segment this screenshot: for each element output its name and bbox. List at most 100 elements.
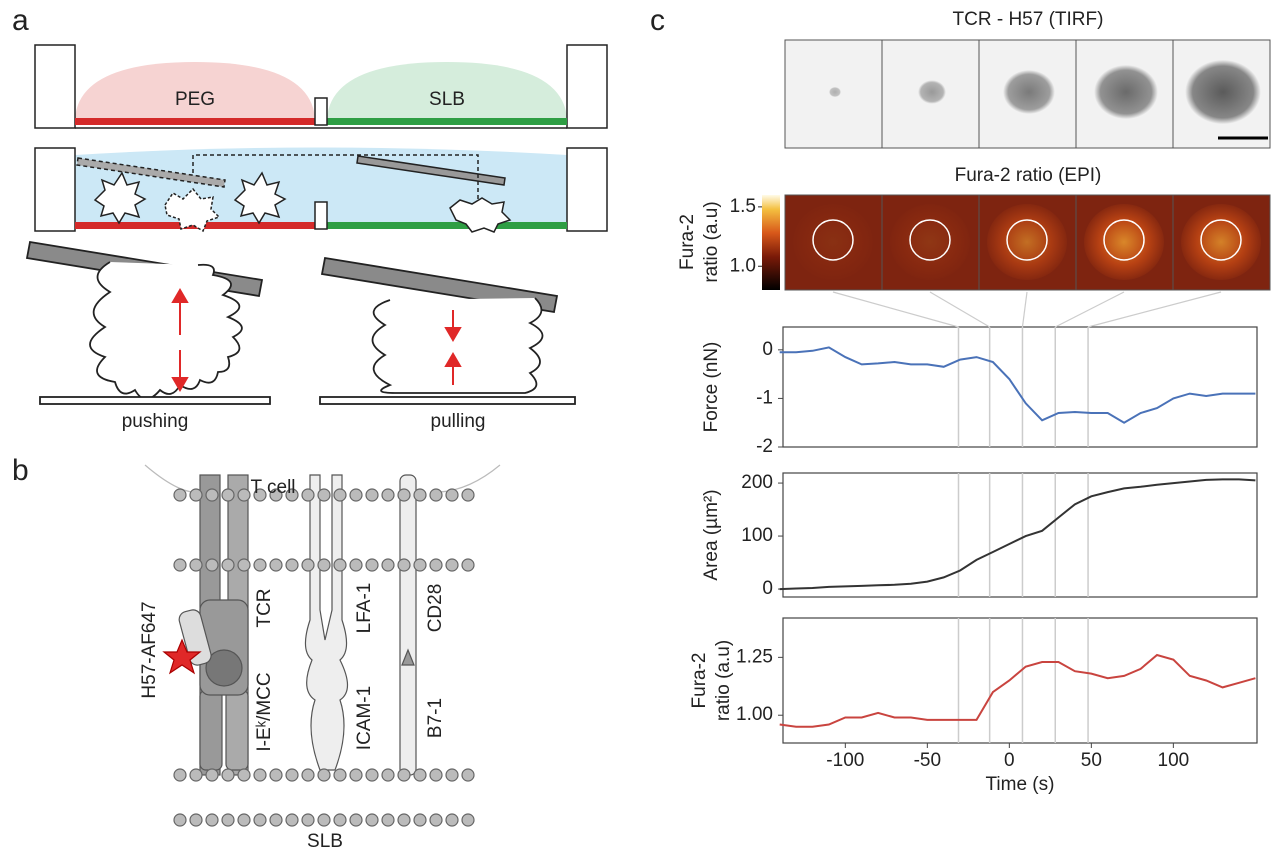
frame-connector <box>1054 291 1125 328</box>
x-axis-label: Time (s) <box>986 774 1055 795</box>
lipid-head <box>173 768 187 782</box>
lipid-head <box>285 813 299 827</box>
x-tick-label: 0 <box>1004 750 1015 771</box>
lipid-head <box>189 768 203 782</box>
t-cell-label: T cell <box>250 477 295 498</box>
tirf-cell <box>1185 59 1261 125</box>
lipid-head <box>301 558 315 572</box>
lipid-head <box>269 488 283 502</box>
lipid-head <box>237 813 251 827</box>
lipid-head <box>205 558 219 572</box>
lipid-head <box>397 813 411 827</box>
pulling-label: pulling <box>431 411 486 432</box>
tirf-cell <box>918 80 946 104</box>
tirf-cell <box>829 86 841 98</box>
lipid-head <box>461 488 475 502</box>
roi-circle <box>1200 219 1242 261</box>
lipid-head <box>429 488 443 502</box>
b7-label: B7-1 <box>425 698 446 738</box>
icam-label: ICAM-1 <box>354 686 375 750</box>
lipid-head <box>237 768 251 782</box>
chamber-bottom <box>34 147 608 233</box>
roi-circle <box>909 219 951 261</box>
lipid-head <box>253 768 267 782</box>
frame-connector <box>929 291 990 328</box>
lipid-head <box>317 768 331 782</box>
lipid-head <box>221 558 235 572</box>
lipid-head <box>221 488 235 502</box>
lipid-head <box>253 488 267 502</box>
panel-label: b <box>12 454 29 487</box>
peg-label: PEG <box>175 89 215 110</box>
lipid-head <box>349 488 363 502</box>
lipid-head <box>429 558 443 572</box>
lipid-head <box>317 488 331 502</box>
lipid-head <box>445 488 459 502</box>
lipid-head <box>445 768 459 782</box>
lipid-head <box>189 488 203 502</box>
lipid-head <box>269 813 283 827</box>
cd28-label: CD28 <box>425 584 446 633</box>
lipid-head <box>381 768 395 782</box>
lipid-head <box>381 488 395 502</box>
colorbar-tick-label: 1.0 <box>730 255 756 276</box>
data-line <box>779 653 1256 728</box>
lipid-head <box>429 768 443 782</box>
lipid-head <box>205 813 219 827</box>
colorbar <box>762 195 780 290</box>
lipid-head <box>237 558 251 572</box>
lipid-head <box>429 813 443 827</box>
frame-connector <box>1087 291 1222 328</box>
lipid-head <box>365 768 379 782</box>
lipid-head <box>317 558 331 572</box>
fura-glow <box>987 204 1067 280</box>
panel-label: c <box>650 4 665 37</box>
lipid-head <box>205 768 219 782</box>
lipid-head <box>317 813 331 827</box>
y-tick-label: 1.00 <box>736 704 773 725</box>
pushing-label: pushing <box>122 411 189 432</box>
lipid-head <box>301 768 315 782</box>
colorbar-label: Fura-2 ratio (a.u) <box>677 201 722 282</box>
image-frames <box>784 39 1271 291</box>
lipid-head <box>221 768 235 782</box>
lipid-head <box>189 813 203 827</box>
frame-connector <box>1021 291 1028 328</box>
lipid-head <box>349 558 363 572</box>
x-tick-label: -100 <box>826 750 864 771</box>
data-line <box>779 478 1256 591</box>
lipid-head <box>173 813 187 827</box>
frame-connector <box>832 291 959 328</box>
lipid-head <box>365 813 379 827</box>
lipid-head <box>445 813 459 827</box>
chamber-top <box>34 44 608 129</box>
lipid-head <box>445 558 459 572</box>
lipid-head <box>461 813 475 827</box>
colorbar-label-line: ratio (a.u) <box>701 201 722 282</box>
cell-diagrams <box>25 240 576 405</box>
lipid-head <box>381 813 395 827</box>
lipid-head <box>397 768 411 782</box>
lipid-head <box>413 558 427 572</box>
h57-label: H57-AF647 <box>139 601 160 698</box>
lipid-head <box>221 813 235 827</box>
y-tick-label: 1.25 <box>736 646 773 667</box>
panel-label: a <box>12 4 29 37</box>
y-tick-label: -1 <box>756 387 773 408</box>
lipid-head <box>173 488 187 502</box>
y-axis-label: Fura-2 <box>689 653 710 709</box>
x-tick-label: 50 <box>1081 750 1102 771</box>
lipid-head <box>413 488 427 502</box>
data-line <box>779 346 1256 424</box>
lipid-head <box>365 558 379 572</box>
fura-glow <box>1084 204 1164 280</box>
x-tick-label: -50 <box>914 750 941 771</box>
lipid-head <box>301 488 315 502</box>
lfa-label: LFA-1 <box>354 583 375 634</box>
lipid-head <box>301 813 315 827</box>
y-tick-label: 0 <box>762 578 773 599</box>
plot-frame <box>782 326 1258 448</box>
lipid-head <box>237 488 251 502</box>
y-tick-label: 0 <box>762 339 773 360</box>
